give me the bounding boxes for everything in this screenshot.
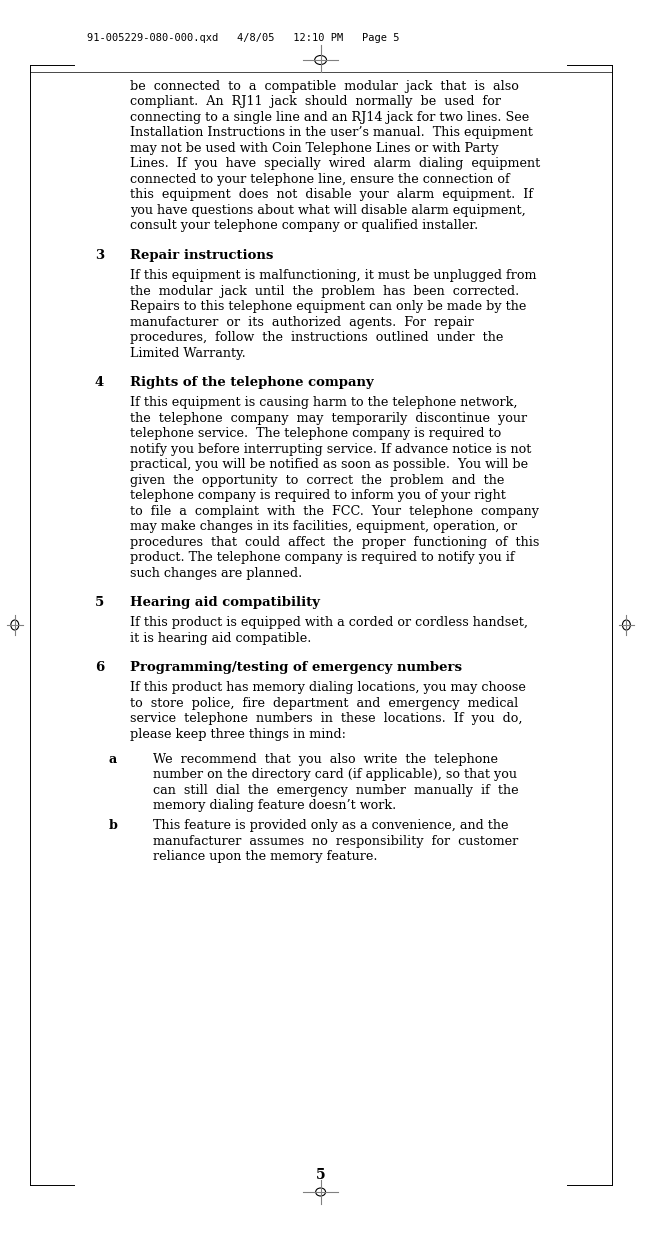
Text: to  store  police,  fire  department  and  emergency  medical: to store police, fire department and eme…: [130, 698, 519, 710]
Text: telephone company is required to inform you of your right: telephone company is required to inform …: [130, 489, 506, 502]
Text: it is hearing aid compatible.: it is hearing aid compatible.: [130, 631, 311, 645]
Text: 6: 6: [95, 661, 104, 674]
Text: Limited Warranty.: Limited Warranty.: [130, 346, 246, 360]
Text: number on the directory card (if applicable), so that you: number on the directory card (if applica…: [153, 769, 517, 781]
Text: telephone service.  The telephone company is required to: telephone service. The telephone company…: [130, 428, 501, 440]
Text: Repair instructions: Repair instructions: [130, 249, 274, 262]
Text: If this product is equipped with a corded or cordless handset,: If this product is equipped with a corde…: [130, 616, 528, 629]
Text: may not be used with Coin Telephone Lines or with Party: may not be used with Coin Telephone Line…: [130, 142, 499, 155]
Text: manufacturer  or  its  authorized  agents.  For  repair: manufacturer or its authorized agents. F…: [130, 315, 474, 329]
Text: If this product has memory dialing locations, you may choose: If this product has memory dialing locat…: [130, 681, 526, 695]
Text: 3: 3: [95, 249, 104, 262]
Text: 5: 5: [95, 596, 104, 609]
Text: Repairs to this telephone equipment can only be made by the: Repairs to this telephone equipment can …: [130, 300, 526, 312]
Text: such changes are planned.: such changes are planned.: [130, 566, 302, 580]
Text: connected to your telephone line, ensure the connection of: connected to your telephone line, ensure…: [130, 173, 510, 186]
Text: practical, you will be notified as soon as possible.  You will be: practical, you will be notified as soon …: [130, 459, 528, 471]
Text: 4: 4: [95, 376, 104, 389]
Text: reliance upon the memory feature.: reliance upon the memory feature.: [153, 850, 378, 864]
Text: consult your telephone company or qualified installer.: consult your telephone company or qualif…: [130, 220, 478, 232]
Text: We  recommend  that  you  also  write  the  telephone: We recommend that you also write the tel…: [153, 752, 498, 766]
Text: be  connected  to  a  compatible  modular  jack  that  is  also: be connected to a compatible modular jac…: [130, 80, 519, 92]
Text: manufacturer  assumes  no  responsibility  for  customer: manufacturer assumes no responsibility f…: [153, 835, 518, 848]
Text: the  modular  jack  until  the  problem  has  been  corrected.: the modular jack until the problem has b…: [130, 285, 519, 298]
Text: this  equipment  does  not  disable  your  alarm  equipment.  If: this equipment does not disable your ala…: [130, 189, 534, 201]
Text: procedures  that  could  affect  the  proper  functioning  of  this: procedures that could affect the proper …: [130, 536, 540, 549]
Text: please keep three things in mind:: please keep three things in mind:: [130, 728, 346, 741]
Text: compliant.  An  RJ11  jack  should  normally  be  used  for: compliant. An RJ11 jack should normally …: [130, 95, 501, 109]
Text: you have questions about what will disable alarm equipment,: you have questions about what will disab…: [130, 204, 526, 217]
Text: service  telephone  numbers  in  these  locations.  If  you  do,: service telephone numbers in these locat…: [130, 712, 523, 725]
Text: a: a: [109, 752, 117, 766]
Text: This feature is provided only as a convenience, and the: This feature is provided only as a conve…: [153, 819, 508, 832]
Text: notify you before interrupting service. If advance notice is not: notify you before interrupting service. …: [130, 442, 532, 456]
Text: Installation Instructions in the user’s manual.  This equipment: Installation Instructions in the user’s …: [130, 126, 533, 140]
Text: given  the  opportunity  to  correct  the  problem  and  the: given the opportunity to correct the pro…: [130, 474, 504, 486]
Text: memory dialing feature doesn’t work.: memory dialing feature doesn’t work.: [153, 799, 396, 812]
Text: product. The telephone company is required to notify you if: product. The telephone company is requir…: [130, 551, 515, 564]
Text: may make changes in its facilities, equipment, operation, or: may make changes in its facilities, equi…: [130, 520, 517, 534]
Text: 5: 5: [316, 1168, 326, 1182]
Text: procedures,  follow  the  instructions  outlined  under  the: procedures, follow the instructions outl…: [130, 331, 504, 344]
Text: can  still  dial  the  emergency  number  manually  if  the: can still dial the emergency number manu…: [153, 784, 519, 796]
Text: If this equipment is causing harm to the telephone network,: If this equipment is causing harm to the…: [130, 396, 517, 409]
Text: 91-005229-080-000.qxd   4/8/05   12:10 PM   Page 5: 91-005229-080-000.qxd 4/8/05 12:10 PM Pa…: [87, 32, 399, 43]
Text: the  telephone  company  may  temporarily  discontinue  your: the telephone company may temporarily di…: [130, 411, 527, 425]
Text: connecting to a single line and an RJ14 jack for two lines. See: connecting to a single line and an RJ14 …: [130, 111, 530, 124]
Text: Programming/testing of emergency numbers: Programming/testing of emergency numbers: [130, 661, 462, 674]
Text: Hearing aid compatibility: Hearing aid compatibility: [130, 596, 320, 609]
Text: Lines.  If  you  have  specially  wired  alarm  dialing  equipment: Lines. If you have specially wired alarm…: [130, 158, 540, 170]
Text: If this equipment is malfunctioning, it must be unplugged from: If this equipment is malfunctioning, it …: [130, 269, 537, 282]
Text: to  file  a  complaint  with  the  FCC.  Your  telephone  company: to file a complaint with the FCC. Your t…: [130, 505, 540, 518]
Text: b: b: [109, 819, 118, 832]
Text: Rights of the telephone company: Rights of the telephone company: [130, 376, 374, 389]
